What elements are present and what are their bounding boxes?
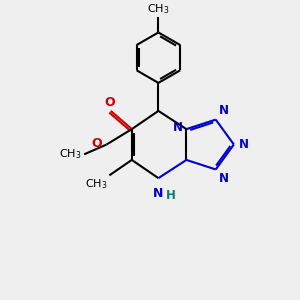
Text: O: O bbox=[104, 96, 115, 109]
Text: N: N bbox=[239, 138, 249, 151]
Text: N: N bbox=[173, 121, 183, 134]
Text: O: O bbox=[91, 136, 101, 150]
Text: N: N bbox=[219, 104, 229, 117]
Text: H: H bbox=[165, 189, 175, 202]
Text: CH$_3$: CH$_3$ bbox=[85, 177, 107, 190]
Text: CH$_3$: CH$_3$ bbox=[59, 147, 81, 161]
Text: N: N bbox=[153, 187, 164, 200]
Text: N: N bbox=[219, 172, 229, 185]
Text: CH$_3$: CH$_3$ bbox=[147, 3, 170, 16]
